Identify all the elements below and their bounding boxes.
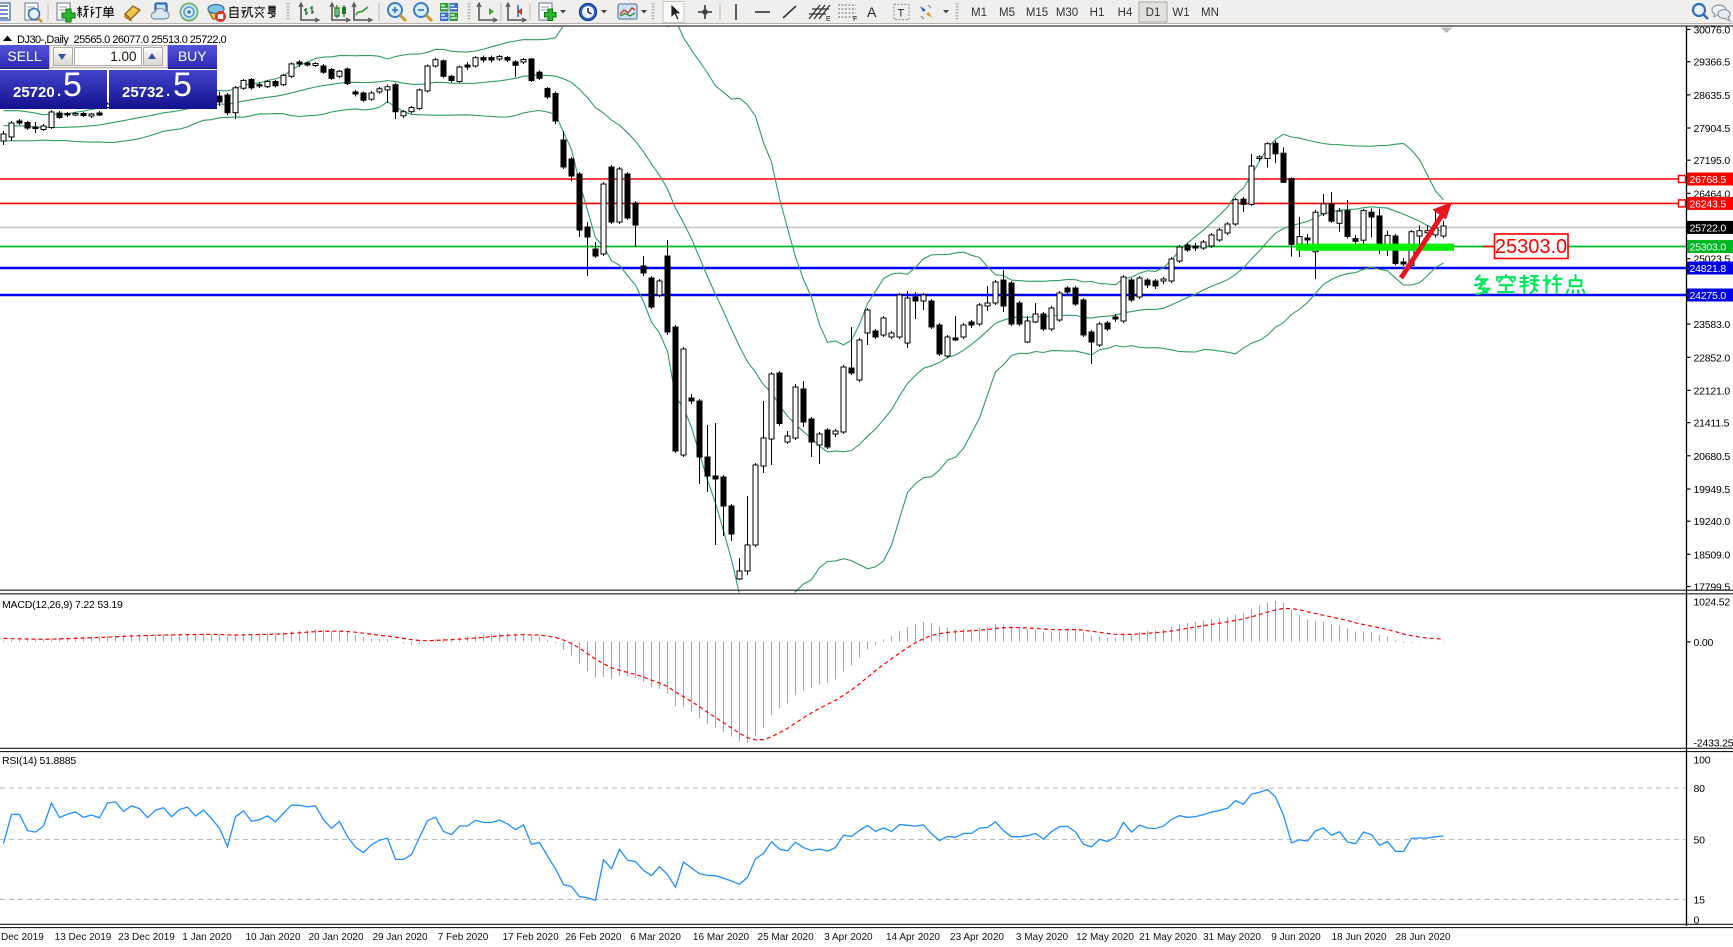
- svg-text:M30: M30: [1056, 7, 1078, 19]
- svg-text:1024.52: 1024.52: [1694, 596, 1731, 608]
- svg-text:20 Jan 2020: 20 Jan 2020: [308, 932, 363, 943]
- svg-text:T: T: [898, 8, 905, 20]
- svg-text:26768.5: 26768.5: [1690, 174, 1727, 186]
- svg-text:25 Mar 2020: 25 Mar 2020: [758, 932, 815, 943]
- svg-text:24275.0: 24275.0: [1690, 290, 1727, 302]
- svg-text:29366.5: 29366.5: [1694, 57, 1731, 69]
- svg-text:0.00: 0.00: [1694, 637, 1714, 649]
- svg-text:F: F: [853, 16, 857, 23]
- svg-text:RSI(14) 51.8885: RSI(14) 51.8885: [2, 755, 76, 767]
- svg-text:22852.0: 22852.0: [1694, 352, 1731, 364]
- svg-text:26243.5: 26243.5: [1690, 199, 1727, 211]
- svg-text:29 Jan 2020: 29 Jan 2020: [372, 932, 427, 943]
- svg-text:23583.0: 23583.0: [1694, 319, 1731, 331]
- svg-text:17 Feb 2020: 17 Feb 2020: [503, 932, 560, 943]
- svg-text:M5: M5: [999, 7, 1015, 19]
- svg-text:Dec 2019: Dec 2019: [1, 932, 44, 943]
- svg-text:19240.0: 19240.0: [1694, 516, 1731, 528]
- svg-text:19949.5: 19949.5: [1694, 484, 1731, 496]
- svg-text:17799.5: 17799.5: [1694, 582, 1731, 594]
- svg-text:DJ30-,Daily 25565.0 26077.0 2: DJ30-,Daily 25565.0 26077.0 25513.0 2572…: [17, 34, 227, 46]
- svg-text:100: 100: [1694, 755, 1711, 767]
- svg-text:M1: M1: [971, 7, 987, 19]
- svg-text:28635.5: 28635.5: [1694, 90, 1731, 102]
- svg-text:3 May 2020: 3 May 2020: [1016, 932, 1069, 943]
- svg-text:21 May 2020: 21 May 2020: [1139, 932, 1197, 943]
- svg-text:-2433.25: -2433.25: [1694, 738, 1733, 750]
- svg-text:20680.5: 20680.5: [1694, 451, 1731, 463]
- svg-text:3 Apr 2020: 3 Apr 2020: [824, 932, 873, 943]
- svg-text:18 Jun 2020: 18 Jun 2020: [1331, 932, 1386, 943]
- svg-text:15: 15: [1694, 894, 1706, 906]
- svg-text:50: 50: [1694, 835, 1706, 847]
- svg-text:18509.0: 18509.0: [1694, 549, 1731, 561]
- svg-text:H4: H4: [1118, 7, 1133, 19]
- svg-text:E: E: [826, 16, 831, 23]
- svg-text:H1: H1: [1090, 7, 1105, 19]
- svg-text:80: 80: [1694, 783, 1706, 795]
- svg-text:M15: M15: [1026, 7, 1048, 19]
- svg-text:28 Jun 2020: 28 Jun 2020: [1395, 932, 1450, 943]
- svg-text:10 Jan 2020: 10 Jan 2020: [245, 932, 300, 943]
- svg-text:D1: D1: [1146, 7, 1161, 19]
- svg-text:13 Dec 2019: 13 Dec 2019: [55, 932, 112, 943]
- svg-text:9 Jun 2020: 9 Jun 2020: [1271, 932, 1321, 943]
- svg-text:16 Mar 2020: 16 Mar 2020: [693, 932, 750, 943]
- svg-text:6 Mar 2020: 6 Mar 2020: [630, 932, 681, 943]
- svg-text:W1: W1: [1172, 7, 1189, 19]
- svg-text:21411.5: 21411.5: [1694, 418, 1730, 430]
- svg-text:1 Jan 2020: 1 Jan 2020: [182, 932, 232, 943]
- svg-text:25303.0: 25303.0: [1495, 236, 1567, 258]
- svg-text:27904.5: 27904.5: [1694, 123, 1731, 135]
- svg-text:25303.0: 25303.0: [1690, 242, 1727, 254]
- svg-text:23 Dec 2019: 23 Dec 2019: [118, 932, 175, 943]
- svg-text:30076.0: 30076.0: [1694, 25, 1731, 37]
- svg-text:MN: MN: [1201, 7, 1219, 19]
- svg-text:23 Apr 2020: 23 Apr 2020: [950, 932, 1004, 943]
- svg-text:22121.0: 22121.0: [1694, 385, 1731, 397]
- svg-text:MACD(12,26,9) 7.22 53.19: MACD(12,26,9) 7.22 53.19: [2, 599, 123, 611]
- svg-text:25722.0: 25722.0: [1690, 223, 1727, 235]
- svg-text:0: 0: [1694, 914, 1700, 926]
- svg-text:7 Feb 2020: 7 Feb 2020: [438, 932, 489, 943]
- svg-text:12 May 2020: 12 May 2020: [1076, 932, 1134, 943]
- svg-text:14 Apr 2020: 14 Apr 2020: [886, 932, 940, 943]
- svg-text:26 Feb 2020: 26 Feb 2020: [565, 932, 622, 943]
- svg-text:24821.8: 24821.8: [1690, 263, 1727, 275]
- svg-text:A: A: [867, 4, 877, 20]
- svg-text:27195.0: 27195.0: [1694, 155, 1731, 167]
- svg-text:31 May 2020: 31 May 2020: [1203, 932, 1261, 943]
